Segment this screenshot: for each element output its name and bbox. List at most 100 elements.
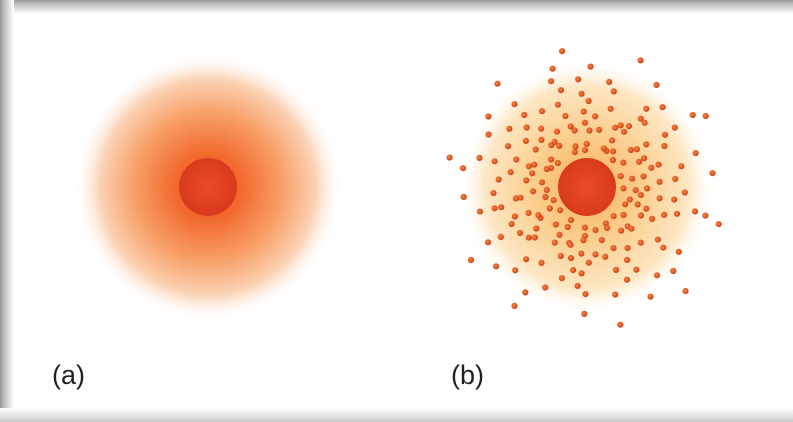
electron-dot <box>656 178 663 185</box>
electron-dot <box>648 164 655 171</box>
electron-dot <box>531 234 539 241</box>
electron-dot <box>689 111 696 119</box>
electron-dot <box>513 156 520 163</box>
electron-dot <box>625 123 633 130</box>
electron-dot <box>533 225 540 232</box>
electron-dot <box>678 163 685 170</box>
electron-dot <box>491 158 498 165</box>
electron-dot <box>529 170 536 177</box>
electron-dot <box>523 177 530 184</box>
electron-dot <box>643 105 650 112</box>
electron-dot <box>643 185 651 192</box>
electron-dot <box>581 119 589 126</box>
electron-dot <box>580 237 587 244</box>
electron-dot <box>467 256 475 264</box>
electron-dot <box>574 282 581 289</box>
electron-dot <box>557 207 564 214</box>
electron-dots <box>446 48 722 328</box>
electron-dot <box>702 113 709 120</box>
electron-dot <box>570 267 577 274</box>
electron-dot <box>578 270 585 277</box>
electron-dot <box>572 143 579 150</box>
electron-dot <box>640 155 648 162</box>
electron-dot <box>609 156 617 164</box>
electron-dot <box>592 251 599 258</box>
electron-dot <box>485 113 492 120</box>
electron-dot <box>517 194 524 201</box>
electron-dot <box>556 231 563 238</box>
electron-dot <box>622 201 629 208</box>
electron-dot <box>682 288 689 295</box>
electron-dot <box>691 208 699 215</box>
electron-dot <box>592 226 599 234</box>
panel-b <box>446 48 722 328</box>
electron-dot <box>610 245 617 252</box>
electron-dot <box>494 80 501 87</box>
electron-dot <box>617 321 624 328</box>
electron-dot <box>581 224 589 231</box>
electron-dot <box>610 88 617 95</box>
electron-dot <box>659 104 666 111</box>
electron-dot <box>633 146 641 153</box>
electron-dot <box>538 179 546 186</box>
electron-dot <box>620 211 627 219</box>
electron-dot <box>637 191 645 198</box>
electron-dot <box>476 208 484 215</box>
electron-dot <box>575 76 582 83</box>
electron-dot <box>485 131 492 138</box>
electron-dot <box>558 275 566 282</box>
electron-dot <box>581 310 588 317</box>
frame-left-border <box>0 0 14 422</box>
electron-dot <box>620 185 627 192</box>
electron-dot <box>493 263 500 270</box>
electron-dot <box>602 253 609 260</box>
electron-dot <box>567 216 575 224</box>
electron-dot <box>580 108 587 115</box>
electron-dot <box>671 196 678 203</box>
electron-dot <box>535 212 542 219</box>
electron-dot <box>606 78 613 86</box>
electron-dot <box>637 57 644 64</box>
electron-dot <box>656 195 663 202</box>
electron-dot <box>582 291 589 298</box>
electron-dot <box>529 188 537 195</box>
electron-dot <box>476 154 483 161</box>
electron-dot <box>623 276 631 283</box>
electron-dot <box>525 209 532 216</box>
electron-dot <box>523 256 530 263</box>
electron-dot <box>637 115 644 122</box>
electron-dot <box>643 141 650 148</box>
electron-dot <box>637 239 644 246</box>
electron-dot <box>612 124 619 131</box>
electron-dot <box>495 176 502 183</box>
electron-dot <box>636 158 643 165</box>
electron-dot <box>626 196 633 203</box>
electron-dot <box>546 205 553 212</box>
electron-dot <box>673 210 681 217</box>
electron-dot <box>548 156 555 163</box>
electron-dot <box>585 259 592 266</box>
electron-dot <box>675 248 682 255</box>
electron-dot <box>511 213 518 220</box>
electron-dot <box>612 266 620 273</box>
electron-dot <box>511 302 518 309</box>
electron-dot <box>596 126 603 133</box>
electron-dot <box>681 189 688 196</box>
electron-dot <box>640 173 647 180</box>
electron-dot <box>661 211 668 218</box>
electron-dot <box>521 111 528 118</box>
electron-dot <box>550 197 557 204</box>
electron-dot <box>484 239 492 246</box>
electron-dot <box>653 81 660 88</box>
electron-dot <box>598 237 605 244</box>
electron-dot <box>497 233 504 240</box>
panel-label-a: (a) <box>52 360 85 390</box>
electron-dot <box>504 143 512 150</box>
electron-dot <box>542 193 549 201</box>
electron-dot <box>551 239 558 246</box>
electron-dot <box>647 293 654 300</box>
electron-dot <box>620 159 627 166</box>
electron-dot <box>557 252 564 260</box>
electron-dot <box>556 142 563 149</box>
